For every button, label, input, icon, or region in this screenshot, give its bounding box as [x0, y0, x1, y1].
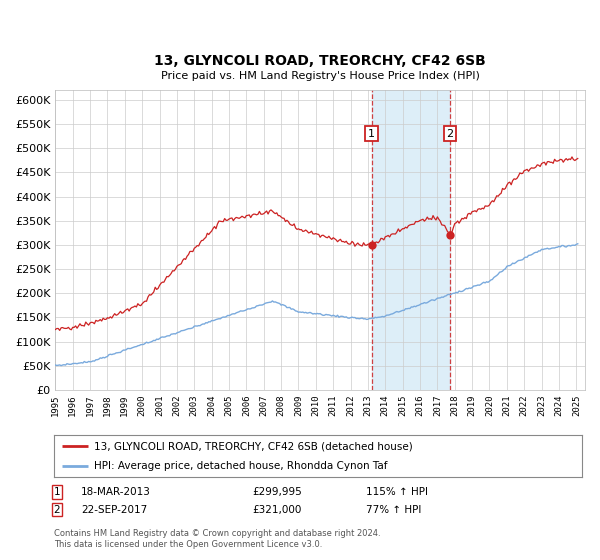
Text: 18-MAR-2013: 18-MAR-2013	[81, 487, 151, 497]
Text: 115% ↑ HPI: 115% ↑ HPI	[366, 487, 428, 497]
Text: 2: 2	[53, 505, 61, 515]
Text: This data is licensed under the Open Government Licence v3.0.: This data is licensed under the Open Gov…	[54, 540, 322, 549]
Text: £299,995: £299,995	[252, 487, 302, 497]
Title: 13, GLYNCOLI ROAD, TREORCHY, CF42 6SB: 13, GLYNCOLI ROAD, TREORCHY, CF42 6SB	[154, 54, 486, 68]
Text: £321,000: £321,000	[252, 505, 301, 515]
Text: Price paid vs. HM Land Registry's House Price Index (HPI): Price paid vs. HM Land Registry's House …	[161, 71, 479, 81]
Text: 1: 1	[368, 129, 375, 139]
Text: 22-SEP-2017: 22-SEP-2017	[81, 505, 147, 515]
Text: 77% ↑ HPI: 77% ↑ HPI	[366, 505, 421, 515]
Text: HPI: Average price, detached house, Rhondda Cynon Taf: HPI: Average price, detached house, Rhon…	[94, 461, 387, 471]
Bar	[372, 90, 450, 390]
Text: 1: 1	[53, 487, 61, 497]
Text: 13, GLYNCOLI ROAD, TREORCHY, CF42 6SB (detached house): 13, GLYNCOLI ROAD, TREORCHY, CF42 6SB (d…	[94, 441, 412, 451]
Text: Contains HM Land Registry data © Crown copyright and database right 2024.: Contains HM Land Registry data © Crown c…	[54, 529, 380, 538]
Text: 2: 2	[446, 129, 454, 139]
